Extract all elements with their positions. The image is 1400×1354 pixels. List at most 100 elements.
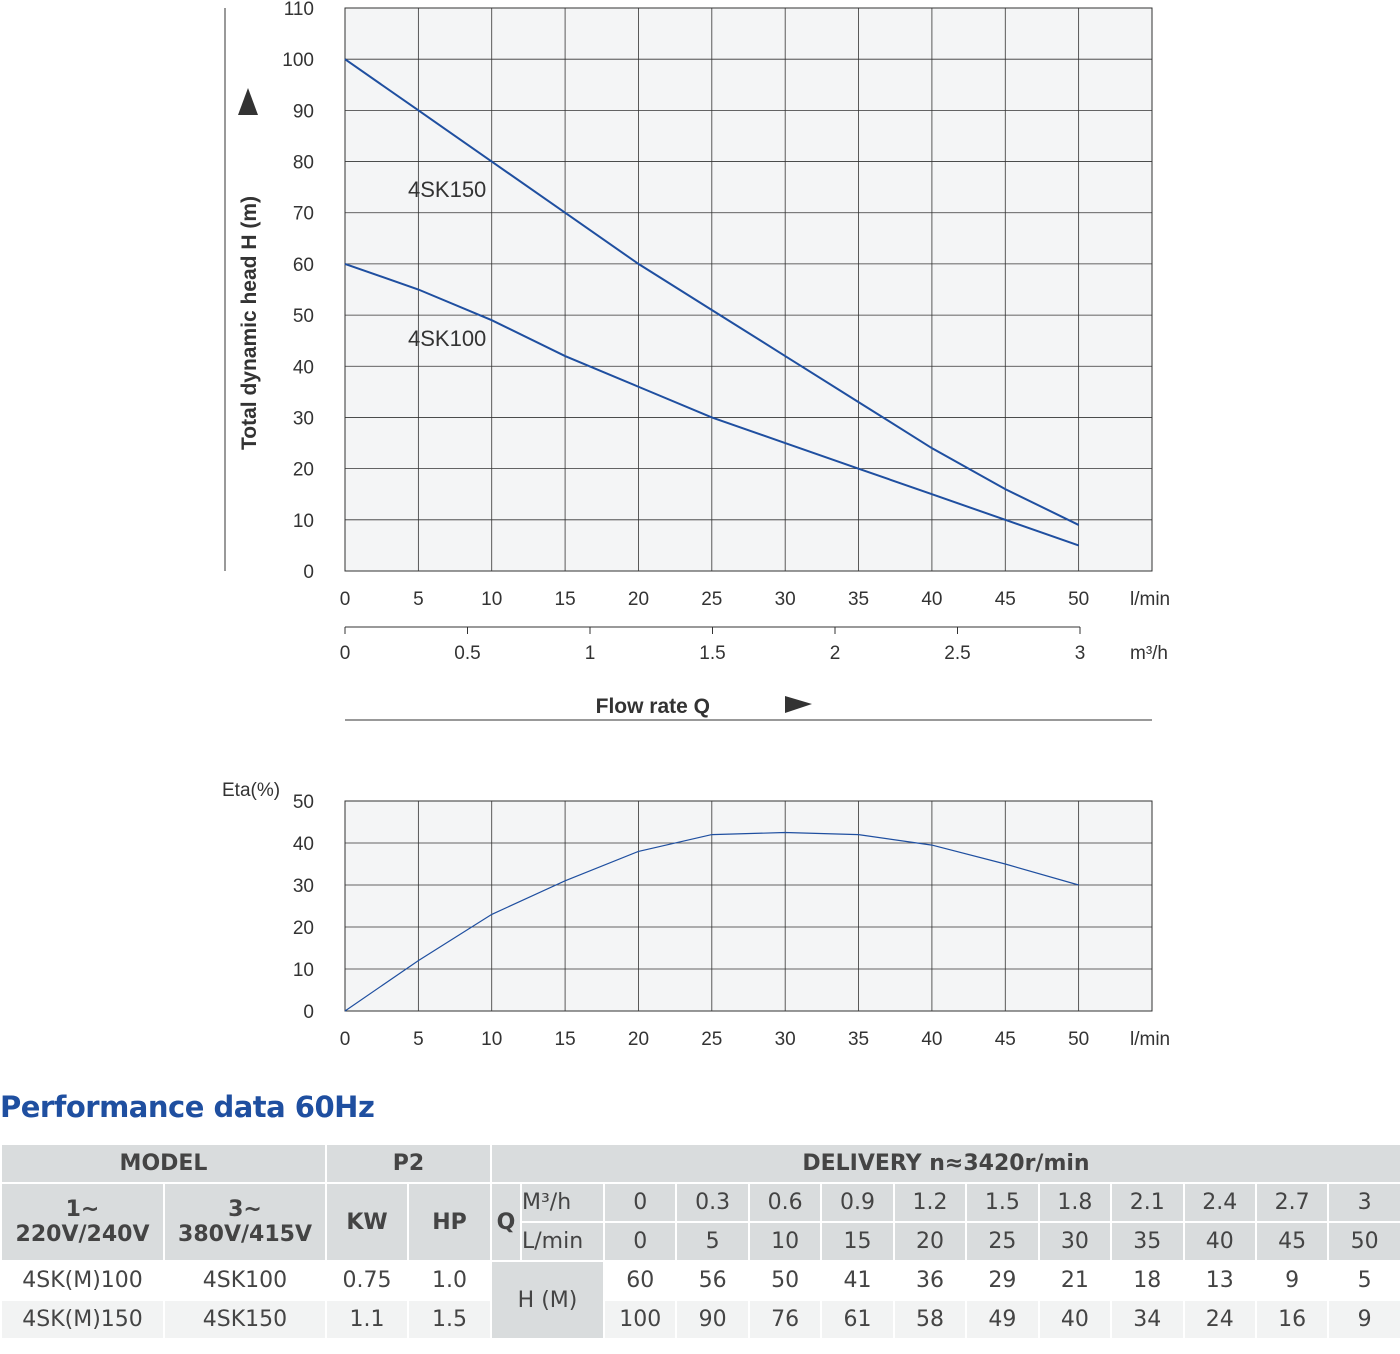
flow-m3h-cell: 1.5: [965, 1182, 1040, 1223]
x-tick-label: 25: [701, 1029, 722, 1050]
y-tick-label: 90: [293, 101, 314, 122]
y-tick-label: 100: [282, 50, 314, 71]
table-row: 4SK(M)100 4SK100 0.75 1.0 H (M) 60 56 50 41 36 29 2…: [0, 1260, 1400, 1340]
x-axis-title: Flow rate Q: [596, 695, 710, 718]
model-m1-cell: 4SK(M)100: [0, 1260, 165, 1301]
plot-area: [344, 7, 1153, 572]
flow-lmin-cell: 45: [1254, 1221, 1330, 1262]
series-line-eta: [344, 831, 1079, 1012]
x-tick-label: 20: [628, 1029, 649, 1050]
model-m3-cell: 4SK150: [163, 1299, 327, 1340]
x-tick-label: 10: [481, 1029, 502, 1050]
y-tick-label: 30: [293, 876, 314, 897]
x-tick-label: 5: [413, 1029, 424, 1050]
head-value-cell: 9: [1327, 1299, 1400, 1340]
flow-m3h-cell: 0.9: [820, 1182, 895, 1223]
table-row: 4SK(M)150 4SK150 1.1 1.5 100 90 76 61 58 49 40 34 24…: [0, 1299, 1400, 1340]
model-kw-cell: 0.75: [325, 1260, 409, 1301]
y-arrow-icon: [238, 88, 258, 115]
header-m3h: M³/h: [520, 1182, 605, 1223]
head-value-cell: 16: [1254, 1299, 1330, 1340]
x-tick-label: 50: [1068, 589, 1089, 610]
model-m3-cell: 4SK100: [163, 1260, 327, 1301]
flow-m3h-cell: 2.7: [1254, 1182, 1330, 1223]
x-tick-label: 40: [921, 589, 942, 610]
x-tick-label: 25: [701, 589, 722, 610]
header-p2: P2: [325, 1143, 492, 1184]
head-value-cell: 50: [747, 1260, 823, 1301]
y-tick-label: 0: [303, 1002, 314, 1023]
head-value-cell: 90: [675, 1299, 750, 1340]
eta-axis-label: Eta(%): [222, 780, 280, 801]
series-label-4sk100: 4SK100: [408, 326, 486, 351]
head-value-cell: 100: [602, 1299, 678, 1340]
performance-title: Performance data 60Hz: [0, 1090, 375, 1124]
header-3phase: 3~ 380V/415V: [163, 1182, 327, 1262]
flow-lmin-cell: 20: [892, 1221, 968, 1262]
head-value-cell: 61: [820, 1299, 895, 1340]
y-tick-label: 60: [293, 255, 314, 276]
head-value-cell: 24: [1182, 1299, 1257, 1340]
y-tick-label: 20: [293, 918, 314, 939]
head-value-cell: 40: [1037, 1299, 1113, 1340]
head-value-cell: 60: [602, 1260, 678, 1301]
model-hp-cell: 1.5: [407, 1299, 492, 1340]
x2-tick-label: 0: [340, 643, 351, 664]
flow-m3h-cell: 0.6: [747, 1182, 823, 1223]
x-tick-label: 0: [340, 1029, 351, 1050]
header-h: H (M): [490, 1260, 605, 1340]
x-unit-label: l/min: [1130, 1029, 1170, 1050]
series-label-4sk150: 4SK150: [408, 177, 486, 202]
x-tick-label: 15: [555, 589, 576, 610]
performance-table: MODEL P2 DELIVERY n≈3420r/min 1~ 220V/240V …: [0, 1143, 1400, 1340]
flow-lmin-cell: 50: [1327, 1221, 1400, 1262]
flow-m3h-cell: 1.8: [1037, 1182, 1113, 1223]
head-value-cell: 5: [1327, 1260, 1400, 1301]
flow-m3h-cell: 2.4: [1182, 1182, 1257, 1223]
y-tick-label: 80: [293, 153, 314, 174]
flow-m3h-cell: 3: [1327, 1182, 1400, 1223]
header-hp: HP: [407, 1182, 492, 1262]
flow-m3h-cell: 1.2: [892, 1182, 968, 1223]
x-tick-label: 20: [628, 589, 649, 610]
x2-tick-label: 1.5: [699, 643, 725, 664]
header-delivery: DELIVERY n≈3420r/min: [490, 1143, 1400, 1184]
y-tick-label: 50: [293, 792, 314, 813]
flow-m3h-cell: 0: [602, 1182, 678, 1223]
head-value-cell: 21: [1037, 1260, 1113, 1301]
y-tick-label: 10: [293, 960, 314, 981]
flow-lmin-cell: 0: [602, 1221, 678, 1262]
header-lmin: L/min: [520, 1221, 605, 1262]
x2-unit-label: m³/h: [1130, 643, 1168, 664]
x2-tick-label: 3: [1075, 643, 1086, 664]
y-tick-label: 70: [293, 204, 314, 225]
y-tick-label: 20: [293, 460, 314, 481]
x-tick-label: 35: [848, 1029, 869, 1050]
flow-lmin-cell: 5: [675, 1221, 750, 1262]
flow-lmin-cell: 10: [747, 1221, 823, 1262]
header-model: MODEL: [0, 1143, 327, 1184]
head-value-cell: 13: [1182, 1260, 1257, 1301]
head-value-cell: 56: [675, 1260, 750, 1301]
flow-lmin-cell: 15: [820, 1221, 895, 1262]
series-line-4sk150: [344, 58, 1080, 526]
head-value-cell: 76: [747, 1299, 823, 1340]
y-tick-label: 10: [293, 511, 314, 532]
y-tick-label: 30: [293, 408, 314, 429]
model-kw-cell: 1.1: [325, 1299, 409, 1340]
header-kw: KW: [325, 1182, 409, 1262]
series-line-4sk100: [344, 262, 1079, 547]
x-tick-label: 10: [481, 589, 502, 610]
x-tick-label: 40: [921, 1029, 942, 1050]
x-tick-label: 50: [1068, 1029, 1089, 1050]
y-axis-title: Total dynamic head H (m): [238, 196, 261, 450]
y-tick-label: 40: [293, 834, 314, 855]
x-tick-label: 15: [555, 1029, 576, 1050]
y-tick-label: 50: [293, 306, 314, 327]
x-tick-label: 35: [848, 589, 869, 610]
x-arrow-icon: [785, 696, 812, 713]
header-q: Q: [490, 1182, 522, 1262]
model-hp-cell: 1.0: [407, 1260, 492, 1301]
head-value-cell: 29: [965, 1260, 1040, 1301]
flow-lmin-cell: 30: [1037, 1221, 1113, 1262]
